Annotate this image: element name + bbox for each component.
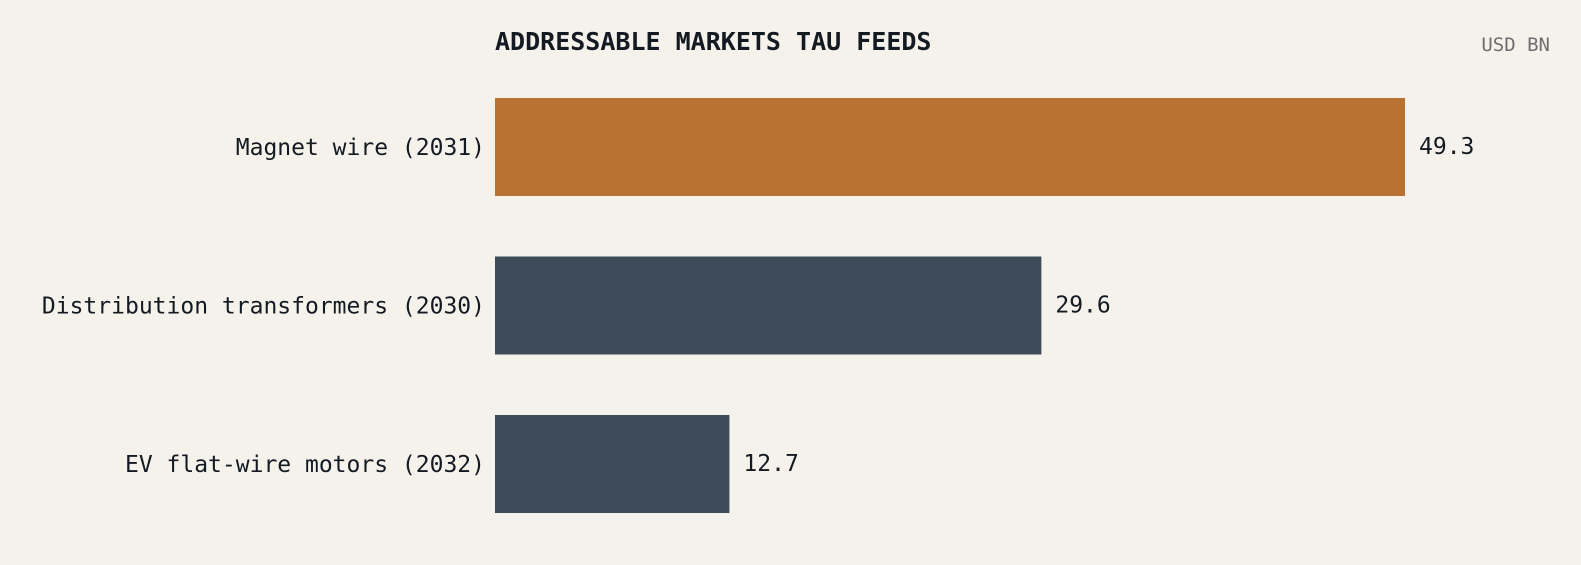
chart-title: ADDRESSABLE MARKETS TAU FEEDS: [495, 27, 932, 56]
bars-group: [495, 98, 1405, 513]
bar-2: [495, 415, 730, 513]
value-label-1: 29.6: [1055, 293, 1110, 319]
value-labels-group: 49.3 29.6 12.7: [743, 134, 1474, 477]
category-labels-group: Magnet wire (2031) Distribution transform…: [42, 135, 485, 478]
value-label-0: 49.3: [1419, 134, 1474, 160]
value-label-2: 12.7: [743, 451, 798, 477]
category-label-1: Distribution transformers (2030): [42, 294, 485, 320]
bar-1: [495, 256, 1042, 355]
category-label-0: Magnet wire (2031): [236, 135, 485, 161]
unit-label: USD BN: [1481, 34, 1550, 56]
category-label-2: EV flat-wire motors (2032): [125, 452, 485, 478]
bar-0: [495, 98, 1405, 196]
